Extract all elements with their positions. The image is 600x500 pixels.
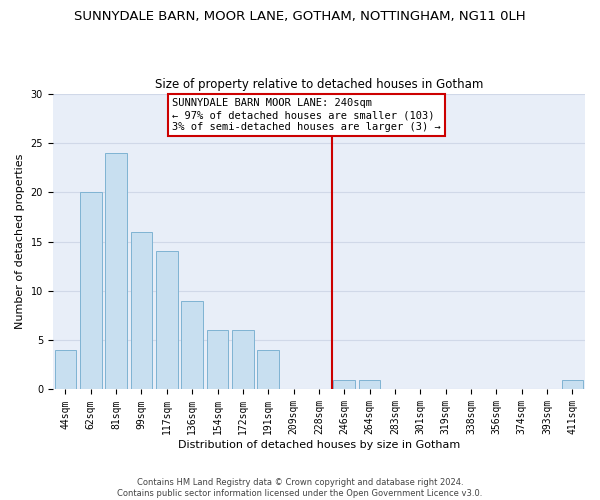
Text: SUNNYDALE BARN, MOOR LANE, GOTHAM, NOTTINGHAM, NG11 0LH: SUNNYDALE BARN, MOOR LANE, GOTHAM, NOTTI… bbox=[74, 10, 526, 23]
Bar bbox=[80, 192, 101, 390]
Bar bbox=[257, 350, 279, 390]
Y-axis label: Number of detached properties: Number of detached properties bbox=[15, 154, 25, 329]
Bar bbox=[232, 330, 254, 390]
Bar bbox=[562, 380, 583, 390]
Bar bbox=[181, 300, 203, 390]
Text: Contains HM Land Registry data © Crown copyright and database right 2024.
Contai: Contains HM Land Registry data © Crown c… bbox=[118, 478, 482, 498]
Bar bbox=[156, 252, 178, 390]
Bar bbox=[207, 330, 228, 390]
Text: SUNNYDALE BARN MOOR LANE: 240sqm
← 97% of detached houses are smaller (103)
3% o: SUNNYDALE BARN MOOR LANE: 240sqm ← 97% o… bbox=[172, 98, 440, 132]
Bar bbox=[359, 380, 380, 390]
Bar bbox=[55, 350, 76, 390]
Title: Size of property relative to detached houses in Gotham: Size of property relative to detached ho… bbox=[155, 78, 483, 91]
Bar bbox=[131, 232, 152, 390]
Bar bbox=[106, 152, 127, 390]
X-axis label: Distribution of detached houses by size in Gotham: Distribution of detached houses by size … bbox=[178, 440, 460, 450]
Bar bbox=[334, 380, 355, 390]
